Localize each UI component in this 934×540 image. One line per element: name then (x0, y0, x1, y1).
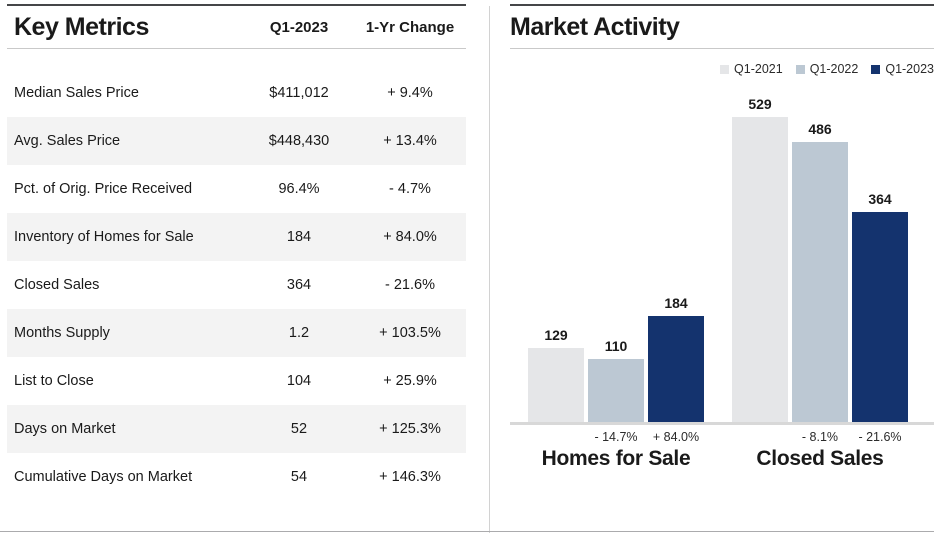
metric-label: Days on Market (14, 421, 116, 437)
legend-label: Q1-2023 (885, 62, 934, 76)
category-title-closed-sales: Closed Sales (756, 447, 884, 470)
panel-divider (489, 6, 490, 533)
table-row: Closed Sales 364 - 21.6% (7, 261, 466, 309)
chart-header-underline (510, 48, 934, 49)
bar-value-label: 110 (604, 338, 628, 354)
metric-value: 1.2 (288, 325, 310, 341)
category-titles-row: Homes for Sale Closed Sales (510, 447, 934, 471)
bar-column: 184 (648, 295, 704, 422)
legend-item: Q1-2021 (720, 62, 783, 76)
change-label: - 8.1% (801, 430, 839, 444)
bar-column: 110 (588, 338, 644, 422)
metric-change: + 25.9% (383, 373, 437, 389)
metric-value: 54 (290, 469, 308, 485)
bar-q1-2022 (588, 359, 644, 422)
market-activity-panel: Market Activity Q1-2021 Q1-2022 Q1-2023 … (510, 0, 934, 471)
bar-q1-2022 (792, 142, 848, 422)
table-row: Median Sales Price $411,012 + 9.4% (7, 69, 466, 117)
metric-value: 104 (286, 373, 312, 389)
change-labels-homes-for-sale: - 14.7% + 84.0% (528, 430, 704, 444)
metric-change: - 21.6% (385, 277, 435, 293)
panel-title-market-activity: Market Activity (510, 12, 680, 41)
bar-value-label: 184 (664, 295, 688, 311)
table-row: List to Close 104 + 25.9% (7, 357, 466, 405)
legend-swatch-q1-2021 (720, 64, 730, 74)
change-label: - 14.7% (594, 430, 638, 444)
metric-label: List to Close (14, 373, 94, 389)
bar-value-label: 129 (544, 327, 568, 343)
bar-q1-2023 (648, 316, 704, 422)
change-label: - 21.6% (858, 430, 902, 444)
bar-chart: 129 110 184 529 (510, 82, 934, 471)
metric-change: + 84.0% (383, 229, 437, 245)
column-header-change: 1-Yr Change (365, 18, 455, 36)
table-row: Pct. of Orig. Price Received 96.4% - 4.7… (7, 165, 466, 213)
table-row: Days on Market 52 + 125.3% (7, 405, 466, 453)
bar-q1-2023 (852, 212, 908, 422)
metric-label: Months Supply (14, 325, 110, 341)
bar-value-label: 486 (808, 121, 832, 137)
metric-label: Avg. Sales Price (14, 133, 121, 149)
x-axis-line (510, 422, 934, 425)
bar-column: 529 (732, 96, 788, 422)
bar-value-label: 364 (868, 191, 892, 207)
bar-value-label: 529 (748, 96, 772, 112)
table-row: Inventory of Homes for Sale 184 + 84.0% (7, 213, 466, 261)
legend-label: Q1-2022 (809, 62, 859, 76)
metric-label: Cumulative Days on Market (14, 469, 193, 485)
category-title-homes-for-sale: Homes for Sale (541, 447, 691, 470)
legend-item: Q1-2022 (795, 62, 859, 76)
bar-column: 129 (528, 327, 584, 422)
metric-value: 96.4% (278, 181, 320, 197)
metric-change: + 9.4% (387, 85, 433, 101)
metric-value: $448,430 (268, 133, 330, 149)
change-label: + 84.0% (652, 430, 700, 444)
metric-value: 364 (286, 277, 312, 293)
bar-q1-2021 (732, 117, 788, 422)
chart-header: Market Activity (510, 6, 934, 48)
table-row: Months Supply 1.2 + 103.5% (7, 309, 466, 357)
metric-change: + 125.3% (379, 421, 441, 437)
table-row: Cumulative Days on Market 54 + 146.3% (7, 453, 466, 501)
metric-value: $411,012 (269, 85, 329, 101)
panel-title-key-metrics: Key Metrics (14, 12, 149, 41)
metric-value: 184 (286, 229, 312, 245)
metric-label: Median Sales Price (14, 85, 139, 101)
chart-legend: Q1-2021 Q1-2022 Q1-2023 (510, 62, 934, 76)
metric-change: + 103.5% (379, 325, 441, 341)
bar-column: 364 (852, 191, 908, 422)
metric-change: + 146.3% (379, 469, 441, 485)
metric-change: - 4.7% (389, 181, 431, 197)
change-label (528, 430, 584, 444)
column-header-period: Q1-2023 (269, 18, 329, 36)
table-row: Avg. Sales Price $448,430 + 13.4% (7, 117, 466, 165)
top-rule-right (510, 4, 934, 6)
metric-label: Inventory of Homes for Sale (14, 229, 194, 245)
metric-value: 52 (290, 421, 308, 437)
change-labels-row: - 14.7% + 84.0% - 8.1% - 21.6% (510, 430, 934, 444)
bar-q1-2021 (528, 348, 584, 422)
legend-label: Q1-2021 (734, 62, 783, 76)
legend-swatch-q1-2022 (795, 64, 805, 74)
change-label (732, 430, 788, 444)
key-metrics-panel: Key Metrics Q1-2023 1-Yr Change Median S… (7, 0, 466, 501)
metric-label: Closed Sales (14, 277, 100, 293)
legend-swatch-q1-2023 (871, 64, 881, 74)
header-underline (7, 48, 466, 49)
chart-plot-area: 129 110 184 529 (510, 82, 934, 422)
bar-group-closed-sales: 529 486 364 (732, 96, 908, 422)
bar-group-homes-for-sale: 129 110 184 (528, 295, 704, 422)
metric-change: + 13.4% (383, 133, 437, 149)
legend-item: Q1-2023 (871, 62, 934, 76)
table-spacer (7, 49, 466, 69)
bottom-rule (0, 531, 934, 532)
top-rule-left (7, 4, 466, 6)
bar-column: 486 (792, 121, 848, 422)
table-header: Key Metrics Q1-2023 1-Yr Change (7, 6, 466, 48)
change-labels-closed-sales: - 8.1% - 21.6% (732, 430, 908, 444)
metric-label: Pct. of Orig. Price Received (14, 181, 193, 197)
